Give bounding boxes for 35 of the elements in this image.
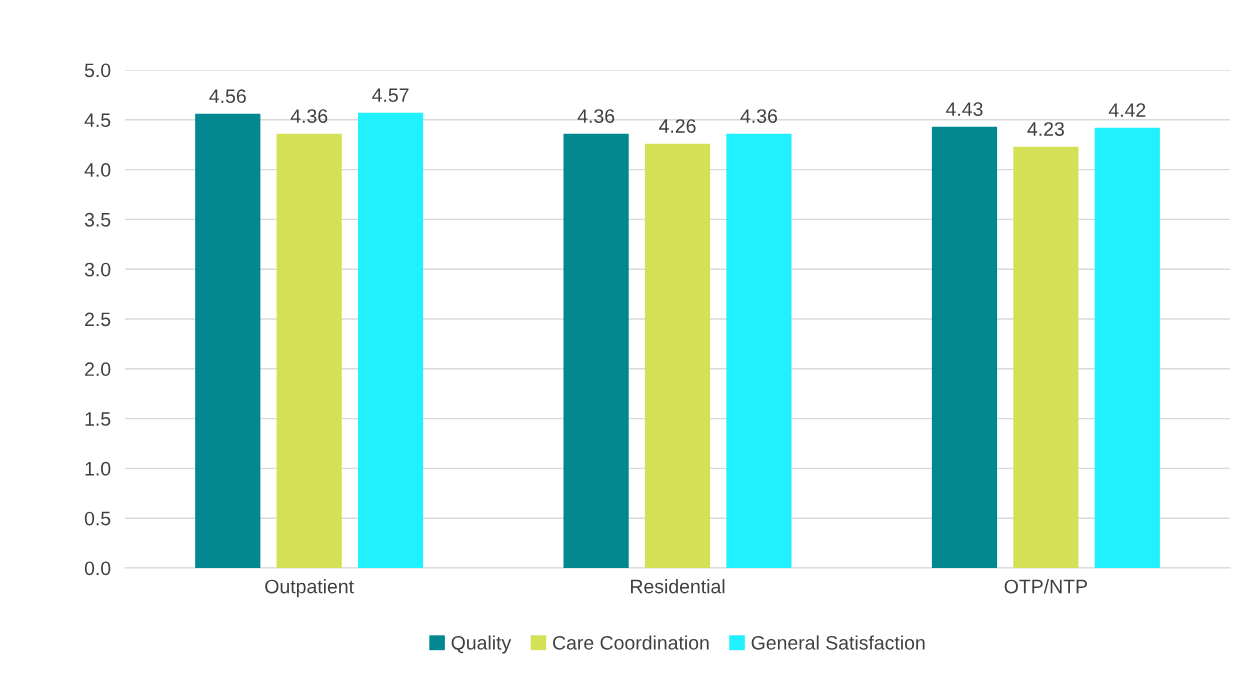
data-label: 4.36 xyxy=(577,109,615,123)
y-tick-label: 2.0 xyxy=(85,362,111,377)
bar xyxy=(1094,127,1160,568)
y-tick-label: 2.5 xyxy=(85,312,111,327)
legend-label: General Satisfaction xyxy=(751,635,925,650)
data-label: 4.36 xyxy=(740,109,777,123)
legend-label: Care Coordination xyxy=(553,635,709,650)
bar xyxy=(563,133,629,568)
y-tick-label: 3.5 xyxy=(84,212,111,227)
y-tick-label: 5.0 xyxy=(84,63,111,78)
y-tick-label: 1.5 xyxy=(85,412,111,426)
x-tick-label: OTP/NTP xyxy=(1004,579,1087,594)
bar xyxy=(357,112,424,568)
data-label: 4.23 xyxy=(1027,122,1064,136)
data-label: 4.26 xyxy=(659,119,696,133)
y-tick-label: 4.0 xyxy=(84,163,111,177)
y-tick-label: 4.5 xyxy=(84,113,111,128)
bar xyxy=(931,126,998,568)
x-tick-label: Outpatient xyxy=(265,579,354,598)
data-label: 4.36 xyxy=(290,109,328,123)
data-label: 4.42 xyxy=(1108,103,1146,117)
x-tick-label: Residential xyxy=(631,579,725,594)
data-label: 4.57 xyxy=(372,88,409,103)
y-tick-label: 0.5 xyxy=(84,511,111,526)
legend-label: Quality xyxy=(451,635,512,654)
bar xyxy=(195,113,261,568)
data-label: 4.56 xyxy=(209,89,246,104)
y-tick-label: 1.0 xyxy=(85,461,111,476)
bar xyxy=(276,133,342,568)
y-tick-label: 0.0 xyxy=(84,561,111,576)
data-label: 4.43 xyxy=(946,102,983,116)
y-tick-label: 3.0 xyxy=(84,262,111,277)
bar xyxy=(726,133,792,568)
bar xyxy=(1013,146,1079,568)
bar xyxy=(644,143,711,568)
